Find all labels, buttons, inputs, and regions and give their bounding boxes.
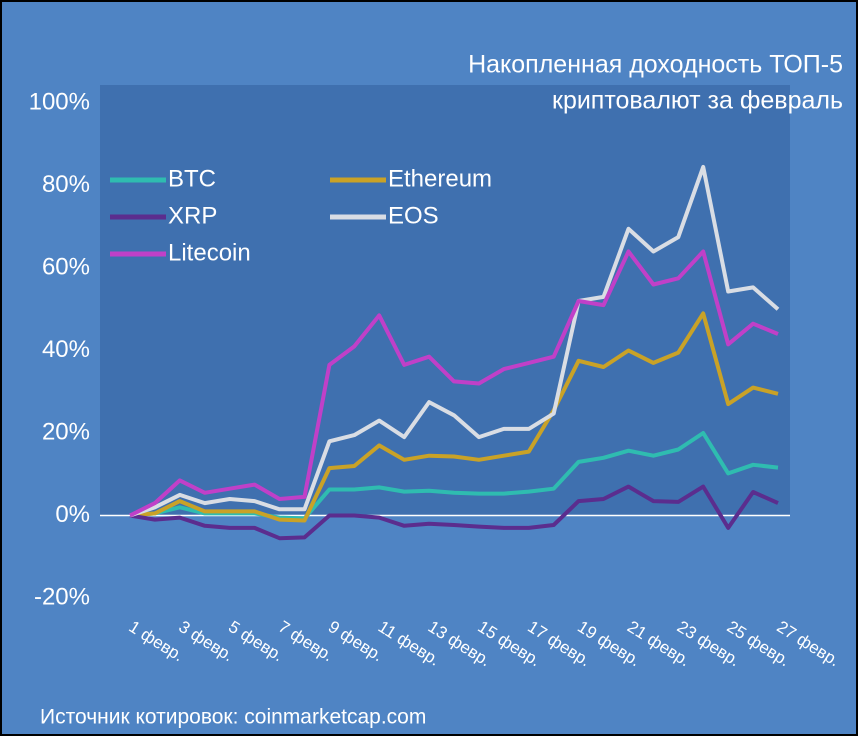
series-line (129, 164, 780, 518)
series-line (129, 249, 779, 518)
series-line (129, 484, 779, 541)
y-tick-label: 60% (42, 253, 90, 280)
y-tick-label: 0% (55, 501, 90, 528)
source-note: Источник котировок: coinmarketcap.com (40, 706, 426, 729)
legend-label: Litecoin (168, 239, 251, 266)
y-tick-label: 80% (42, 171, 90, 198)
legend-label: Ethereum (388, 165, 492, 192)
y-tick-label: -20% (34, 583, 90, 610)
legend-label: XRP (168, 202, 217, 229)
y-tick-label: 100% (29, 88, 90, 115)
chart-title: криптовалют за февраль (552, 87, 843, 115)
legend-label: EOS (388, 202, 439, 229)
legend-label: BTC (168, 165, 216, 192)
y-tick-label: 40% (42, 336, 90, 363)
plot-area (100, 85, 790, 515)
y-tick-label: 20% (42, 418, 90, 445)
series-line (129, 311, 779, 523)
chart-title: Накопленная доходность ТОП-5 (468, 51, 843, 79)
